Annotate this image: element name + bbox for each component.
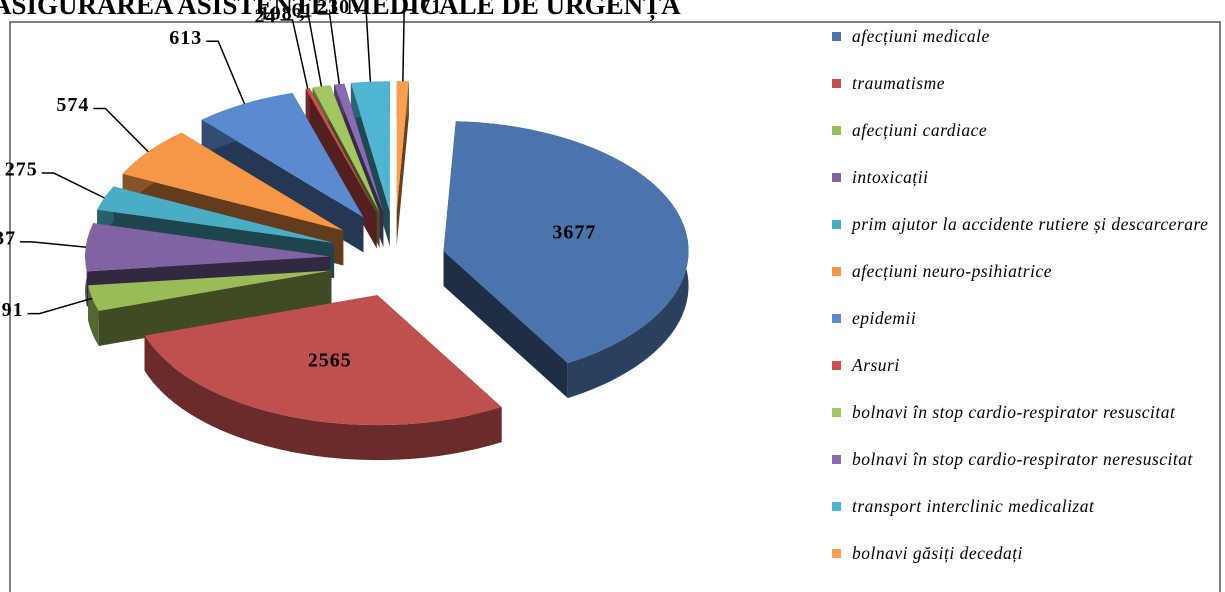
slice-side bbox=[88, 285, 99, 346]
legend-item: prim ajutor la accidente rutiere și desc… bbox=[832, 214, 1217, 261]
legend-swatch bbox=[832, 220, 841, 229]
slice-side bbox=[144, 335, 502, 461]
slice bbox=[396, 81, 409, 212]
data-label: 108 bbox=[260, 2, 293, 24]
slice bbox=[201, 92, 364, 218]
slice bbox=[350, 81, 390, 212]
data-label: 613 bbox=[169, 27, 202, 49]
slice bbox=[334, 83, 384, 213]
leader-line bbox=[296, 16, 323, 87]
slice-side bbox=[309, 88, 377, 249]
data-label: 537 bbox=[0, 228, 16, 250]
slice bbox=[144, 295, 502, 426]
data-label: 275 bbox=[5, 159, 38, 181]
legend-label: afecțiuni cardiace bbox=[852, 120, 988, 140]
legend-swatch bbox=[832, 267, 841, 276]
leader-line bbox=[206, 40, 246, 105]
legend-label: traumatisme bbox=[852, 73, 945, 93]
slice bbox=[305, 88, 377, 214]
legend-label: bolnavi în stop cardio-respirator neresu… bbox=[852, 449, 1193, 469]
legend-label: bolnavi găsiți decedați bbox=[852, 543, 1023, 563]
legend-label: transport interclinic medicalizat bbox=[852, 496, 1095, 516]
data-label: 71 bbox=[420, 0, 442, 17]
data-label: 2565 bbox=[308, 350, 352, 372]
legend-swatch bbox=[832, 361, 841, 370]
legend-swatch bbox=[832, 79, 841, 88]
slice-side bbox=[443, 251, 568, 399]
legend-swatch bbox=[832, 173, 841, 182]
slice bbox=[85, 223, 331, 272]
legend-item: Arsuri bbox=[832, 355, 1217, 402]
legend-item: bolnavi în stop cardio-respirator neresu… bbox=[832, 449, 1217, 496]
legend-label: intoxicații bbox=[852, 167, 929, 187]
data-label: 3677 bbox=[552, 222, 596, 244]
data-label: 291 bbox=[0, 299, 24, 321]
slice bbox=[122, 132, 344, 231]
legend-label: afecțiuni medicale bbox=[852, 26, 990, 46]
chart-title: ASIGURAREA ASISTENȚEI MEDICALE DE URGENȚ… bbox=[0, 0, 681, 20]
legend-label: Arsuri bbox=[852, 355, 900, 375]
leader-line bbox=[20, 241, 86, 248]
legend-item: bolnavi găsiți decedați bbox=[832, 543, 1217, 590]
legend-item: intoxicații bbox=[832, 167, 1217, 214]
legend-swatch bbox=[832, 314, 841, 323]
legend: afecțiuni medicale traumatisme afecțiuni c… bbox=[832, 26, 1217, 590]
legend-swatch bbox=[832, 455, 841, 464]
data-label: 24 bbox=[255, 5, 277, 27]
legend-swatch bbox=[832, 32, 841, 41]
data-label: 574 bbox=[56, 94, 89, 116]
data-label: 230 bbox=[317, 0, 350, 18]
legend-item: bolnavi în stop cardio-respirator resusc… bbox=[832, 402, 1217, 449]
leader-line bbox=[354, 9, 372, 82]
slice bbox=[97, 186, 335, 244]
legend-label: prim ajutor la accidente rutiere și desc… bbox=[852, 214, 1209, 234]
slice-side bbox=[305, 88, 310, 124]
leader-line bbox=[93, 107, 149, 153]
legend-label: afecțiuni neuro-psihiatrice bbox=[852, 261, 1052, 281]
legend-swatch bbox=[832, 549, 841, 558]
leader-line bbox=[27, 297, 93, 315]
legend-swatch bbox=[832, 408, 841, 417]
data-label: 61 bbox=[292, 0, 314, 21]
slice bbox=[88, 270, 332, 311]
legend-label: epidemii bbox=[852, 308, 917, 328]
slice-side bbox=[396, 81, 409, 247]
slice bbox=[443, 121, 689, 364]
leader-line bbox=[280, 19, 309, 89]
legend-swatch bbox=[832, 126, 841, 135]
legend-item: afecțiuni medicale bbox=[832, 26, 1217, 73]
leader-line bbox=[402, 9, 417, 82]
legend-item: afecțiuni cardiace bbox=[832, 120, 1217, 167]
legend-item: epidemii bbox=[832, 308, 1217, 355]
chart-border bbox=[9, 21, 1221, 592]
legend-item: transport interclinic medicalizat bbox=[832, 496, 1217, 543]
legend-item: traumatisme bbox=[832, 73, 1217, 120]
legend-item: afecțiuni neuro-psihiatrice bbox=[832, 261, 1217, 308]
legend-label: bolnavi în stop cardio-respirator resusc… bbox=[852, 402, 1176, 422]
leader-line bbox=[41, 172, 105, 199]
leader-line bbox=[317, 13, 341, 85]
slice bbox=[312, 85, 380, 213]
legend-swatch bbox=[832, 502, 841, 511]
